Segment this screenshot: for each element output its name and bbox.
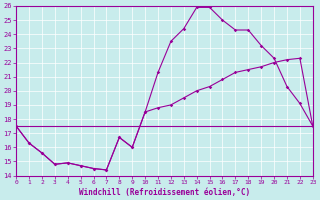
X-axis label: Windchill (Refroidissement éolien,°C): Windchill (Refroidissement éolien,°C) xyxy=(79,188,250,197)
